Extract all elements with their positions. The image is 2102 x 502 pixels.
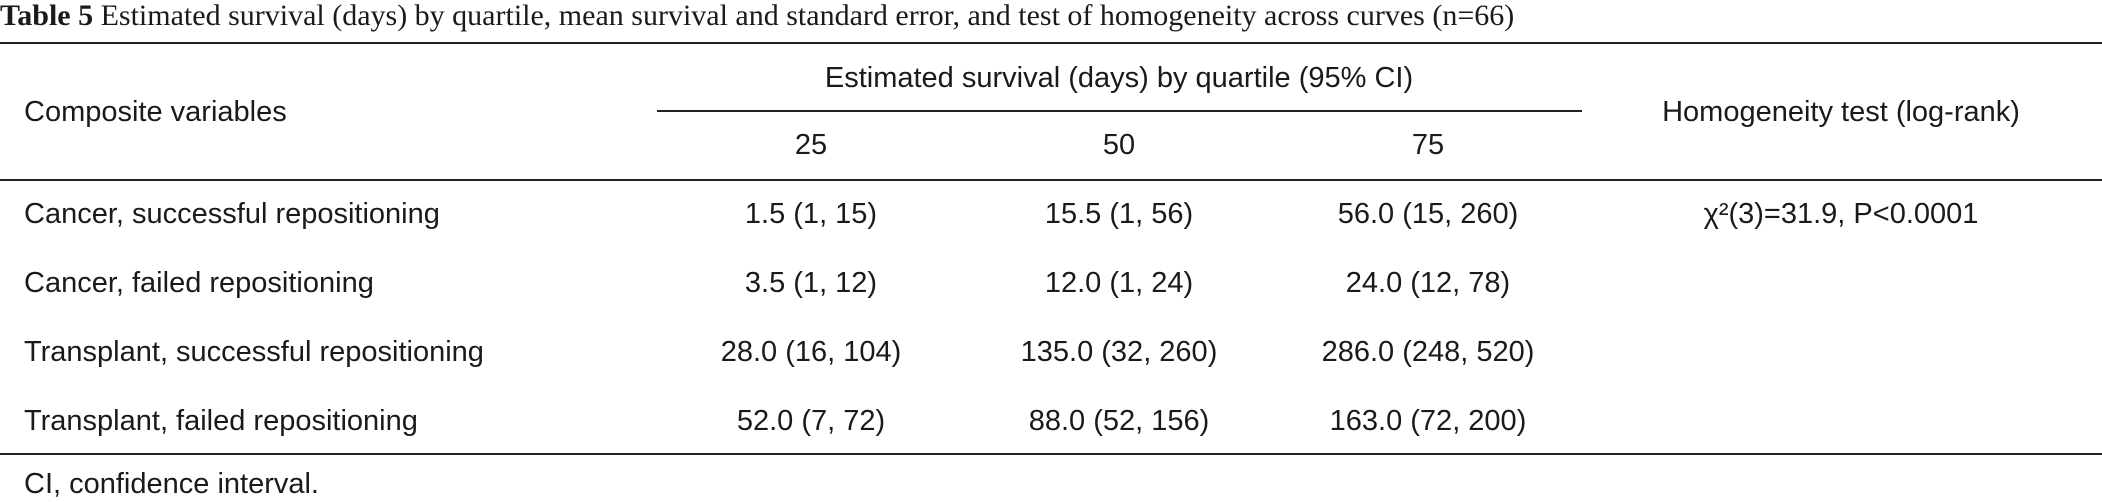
- row-label: Cancer, failed repositioning: [24, 267, 374, 299]
- header-cell: Composite variables: [24, 96, 287, 128]
- row-label: Cancer, successful repositioning: [24, 198, 440, 230]
- top-rule: [0, 42, 2102, 44]
- row-label: Transplant, successful repositioning: [24, 336, 484, 368]
- cell: 163.0 (72, 200): [1329, 405, 1527, 437]
- footnote: CI, confidence interval.: [24, 468, 319, 500]
- header-cell: 25: [794, 129, 828, 161]
- header-cell: Homogeneity test (log-rank): [1662, 96, 2020, 128]
- title-text: Estimated survival (days) by quartile, m…: [100, 0, 1515, 32]
- cell: 56.0 (15, 260): [1337, 198, 1519, 230]
- header-cell: 75: [1411, 129, 1445, 161]
- table-title: Table 5 Estimated survival (days) by qua…: [0, 0, 1514, 34]
- header-rule: [0, 179, 2102, 181]
- cell: 28.0 (16, 104): [720, 336, 902, 368]
- cell: 286.0 (248, 520): [1321, 336, 1535, 368]
- header-cell: 50: [1102, 129, 1136, 161]
- group-rule: [657, 110, 1582, 112]
- table-label: Table 5: [0, 0, 94, 32]
- cell: 24.0 (12, 78): [1345, 267, 1511, 299]
- cell: 135.0 (32, 260): [1020, 336, 1218, 368]
- cell: 12.0 (1, 24): [1044, 267, 1194, 299]
- cell: 1.5 (1, 15): [744, 198, 878, 230]
- cell: 15.5 (1, 56): [1044, 198, 1194, 230]
- cell: χ²(3)=31.9, P<0.0001: [1703, 198, 1979, 230]
- row-label: Transplant, failed repositioning: [24, 405, 418, 437]
- group-header: Estimated survival (days) by quartile (9…: [824, 62, 1414, 94]
- cell: 88.0 (52, 156): [1028, 405, 1210, 437]
- cell: 52.0 (7, 72): [736, 405, 886, 437]
- cell: 3.5 (1, 12): [744, 267, 878, 299]
- bottom-rule: [0, 453, 2102, 455]
